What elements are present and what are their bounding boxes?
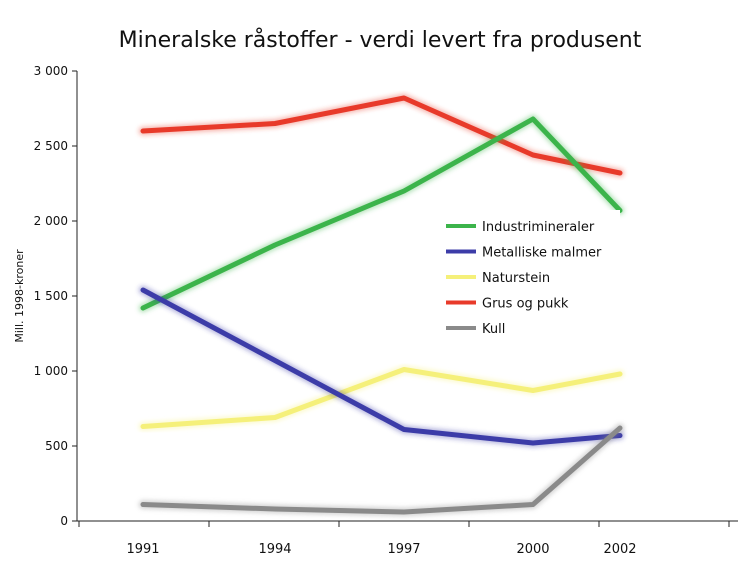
y-axis-label: Mill. 1998-kroner <box>13 249 26 343</box>
series-line <box>140 367 623 429</box>
y-tick-label: 0 <box>60 514 68 528</box>
x-tick-label: 2000 <box>516 542 549 557</box>
series-line <box>140 95 623 176</box>
series-line <box>140 116 623 311</box>
legend-label: Grus og pukk <box>482 297 569 312</box>
legend-label: Kull <box>482 322 505 337</box>
axes: 0 500 1 000 1 500 2 000 2 500 3 000 1991 1994 199… <box>34 64 738 557</box>
legend-label: Naturstein <box>482 271 550 286</box>
chart-title: Mineralske råstoffer - verdi levert fra … <box>119 27 642 53</box>
y-tick-label: 2 500 <box>34 139 68 153</box>
y-tick-label: 3 000 <box>34 64 68 78</box>
x-tick-label: 1991 <box>126 542 159 557</box>
y-tick-label: 1 000 <box>34 364 68 378</box>
legend-label: Metalliske malmer <box>482 246 602 261</box>
x-tick-label: 1994 <box>258 542 291 557</box>
series-line <box>140 287 623 446</box>
series-line <box>140 425 623 515</box>
x-tick-label: 2002 <box>603 542 636 557</box>
y-tick-label: 500 <box>45 439 68 453</box>
x-tick-label: 1997 <box>387 542 420 557</box>
legend: Industrimineraler Metalliske malmer Naturs… <box>424 210 620 340</box>
y-tick-label: 2 000 <box>34 214 68 228</box>
y-tick-label: 1 500 <box>34 289 68 303</box>
legend-label: Industrimineraler <box>482 220 595 235</box>
series-lines <box>138 93 625 517</box>
